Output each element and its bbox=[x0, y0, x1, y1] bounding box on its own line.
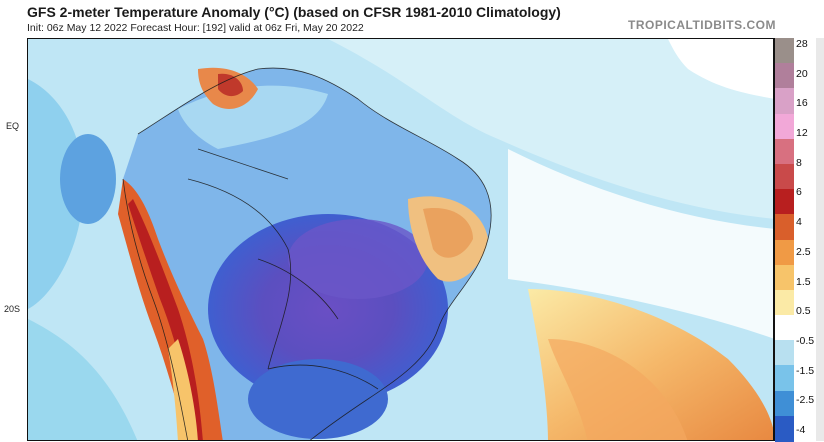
pacific-south-patch bbox=[28, 319, 138, 440]
colorbar-label: 0.5 bbox=[796, 305, 811, 318]
colorbar-label: 20 bbox=[796, 67, 808, 80]
colorbar-segment bbox=[775, 365, 794, 392]
atlantic-north bbox=[328, 39, 773, 219]
chart-title: GFS 2-meter Temperature Anomaly (°C) (ba… bbox=[27, 4, 561, 20]
map-svg bbox=[28, 39, 773, 440]
pacific-cool-patch bbox=[28, 79, 84, 309]
colorbar-label: -2.5 bbox=[796, 394, 815, 407]
colorbar-label: -1.5 bbox=[796, 364, 815, 377]
colorbar-label: 1.5 bbox=[796, 275, 811, 288]
colorbar-label: 16 bbox=[796, 97, 808, 110]
atlantic-neutral bbox=[508, 149, 773, 339]
colorbar-segment bbox=[775, 38, 794, 64]
anomaly-map bbox=[27, 38, 774, 441]
colorbar-label: 4 bbox=[796, 216, 802, 229]
colorbar-segment bbox=[775, 315, 794, 341]
venezuela-hot bbox=[218, 73, 243, 97]
colorbar-label: 6 bbox=[796, 186, 802, 199]
pacific-cold-spot bbox=[60, 134, 116, 224]
chart-subtitle: Init: 06z May 12 2022 Forecast Hour: [19… bbox=[27, 22, 364, 34]
cold-anomaly-north bbox=[288, 219, 428, 299]
ne-brazil-warm-core bbox=[423, 208, 473, 258]
country-borders bbox=[122, 67, 492, 440]
andes-hot-core bbox=[128, 199, 203, 440]
colorbar bbox=[774, 38, 794, 442]
colorbar-segment bbox=[775, 390, 794, 417]
colorbar-segment bbox=[775, 63, 794, 89]
scrollbar-strip bbox=[816, 38, 824, 441]
colorbar-segment bbox=[775, 340, 794, 366]
colorbar-label: 12 bbox=[796, 127, 808, 140]
colorbar-label: -0.5 bbox=[796, 334, 815, 347]
colorbar-segment bbox=[775, 138, 794, 165]
cold-anomaly-south bbox=[248, 359, 388, 439]
colorbar-segment bbox=[775, 239, 794, 266]
colorbar-segment bbox=[775, 189, 794, 215]
colorbar-label: 2.5 bbox=[796, 245, 811, 258]
colorbar-label: 8 bbox=[796, 156, 802, 169]
chile-coast bbox=[168, 339, 198, 440]
atlantic-warm-core bbox=[548, 339, 688, 440]
colorbar-segment bbox=[775, 113, 794, 140]
colorbar-segment bbox=[775, 163, 794, 190]
brand-watermark: TROPICALTIDBITS.COM bbox=[628, 18, 776, 32]
colorbar-segment bbox=[775, 415, 794, 442]
africa-coast bbox=[668, 39, 773, 99]
colorbar-label: -4 bbox=[796, 424, 806, 436]
lat-label-20s: 20S bbox=[4, 304, 21, 314]
colorbar-segment bbox=[775, 88, 794, 115]
colorbar-segment bbox=[775, 289, 794, 316]
lat-label-eq: EQ bbox=[6, 121, 20, 131]
colorbar-label: 28 bbox=[796, 38, 808, 50]
colorbar-segment bbox=[775, 214, 794, 240]
colorbar-segment bbox=[775, 264, 794, 291]
